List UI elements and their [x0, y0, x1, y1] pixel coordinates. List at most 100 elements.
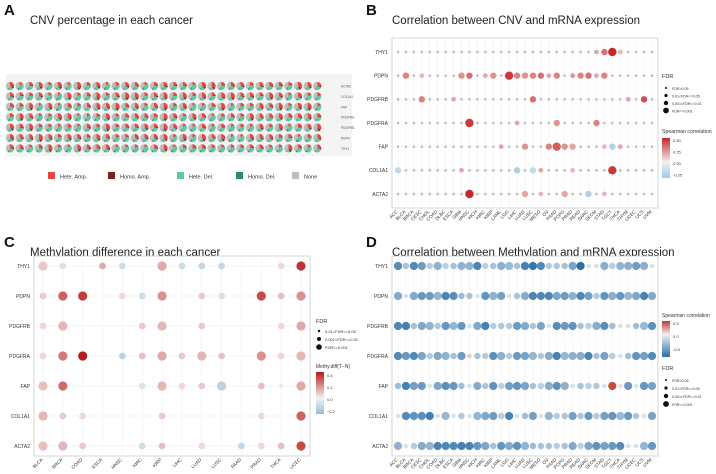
dot [490, 72, 497, 79]
pie-slice [240, 145, 245, 149]
pie-slice [101, 113, 106, 121]
pie-slice [249, 105, 255, 111]
dot [626, 169, 630, 172]
pie-slice [144, 103, 148, 107]
dot [505, 441, 514, 451]
pie-slice [38, 86, 43, 90]
dot [467, 413, 472, 419]
pie-slice [293, 144, 298, 152]
pie-slice [250, 117, 254, 121]
color-legend-title: Spearman correlation [662, 313, 710, 319]
dot [507, 192, 511, 196]
dot [457, 321, 466, 331]
cancer-label: LUAD [190, 457, 203, 470]
dot [528, 261, 538, 271]
dot [633, 383, 639, 389]
pie-slice [125, 81, 130, 87]
pie-slice [240, 125, 245, 128]
pie-slice [169, 123, 174, 131]
pie-slice [55, 148, 58, 153]
pie-slice [189, 117, 193, 121]
size-legend-dot [317, 329, 321, 333]
pie-slice [74, 148, 78, 153]
dot [118, 292, 126, 300]
pie-slice [173, 145, 177, 149]
pie-slice [298, 92, 303, 97]
pie-slice [191, 95, 197, 101]
pie-slice [58, 145, 62, 149]
pie-slice [29, 92, 33, 97]
pie-slice [228, 96, 231, 101]
color-legend-tick: 0.0 [327, 397, 333, 402]
pie-slice [73, 81, 78, 90]
pie-slice [250, 96, 255, 99]
pie-slice [221, 145, 225, 149]
pie-slice [269, 145, 273, 149]
pie-slice [159, 133, 164, 142]
pie-slice [111, 81, 116, 90]
pie-slice [255, 144, 260, 152]
dot [640, 96, 648, 103]
pie-slice [77, 113, 80, 118]
panel-a-row-label: PDGFRB [341, 126, 354, 130]
pie-slice [130, 81, 135, 90]
pie-slice [82, 113, 87, 121]
pie-slice [286, 148, 291, 153]
dot [624, 381, 633, 391]
dot [412, 50, 416, 54]
dot [514, 413, 520, 419]
panel-b-cnv-mrna-dotplot: THY1PDPNPDGFRBPDGFRAFAPCOL1A1ACTA2ACCBLC… [367, 37, 712, 222]
pie-slice [293, 113, 298, 121]
pie-slice [134, 113, 139, 118]
dot [594, 263, 599, 269]
pie-slice [103, 117, 106, 121]
pie-slice [10, 114, 14, 118]
pie-slice [296, 127, 303, 132]
pie-slice [245, 144, 250, 152]
pie-slice [34, 81, 39, 90]
pie-slice [200, 148, 207, 153]
pie-slice [65, 117, 68, 121]
pie-slice [115, 92, 120, 97]
pie-slice [269, 96, 273, 100]
pie-slice [226, 133, 231, 142]
dot [505, 352, 513, 360]
pie-slice [10, 147, 15, 150]
pie-slice [85, 127, 91, 132]
pie-slice [154, 106, 159, 109]
pie-slice [149, 123, 154, 131]
pie-slice [19, 81, 23, 86]
pie-slice [173, 123, 178, 128]
pie-slice [211, 94, 216, 97]
dot [38, 441, 48, 451]
pie-slice [132, 127, 135, 132]
pie-slice [161, 96, 167, 101]
pie-slice [182, 123, 186, 128]
pie-slice [15, 133, 20, 142]
pie-slice [305, 86, 311, 91]
pie-slice [259, 117, 264, 119]
pie-slice [65, 117, 71, 122]
dot [507, 50, 511, 54]
dot [491, 169, 495, 172]
dot [521, 143, 529, 150]
pie-slice [265, 133, 270, 142]
pie-slice [307, 117, 312, 120]
pie-slice [298, 147, 303, 149]
pie-slice [221, 102, 226, 110]
pie-slice [45, 148, 49, 153]
pie-slice [46, 148, 51, 153]
pie-slice [94, 86, 100, 91]
pie-slice [140, 144, 145, 152]
pie-slice [284, 123, 289, 131]
dot [497, 351, 506, 361]
size-legend-dot [316, 344, 322, 350]
gene-label: PDGFRB [9, 324, 31, 330]
pie-slice [101, 133, 106, 142]
cancer-label: UVM [642, 209, 653, 220]
dot [603, 98, 606, 101]
pie-slice [297, 134, 303, 143]
pie-slice [152, 138, 158, 143]
pie-slice [163, 113, 168, 120]
